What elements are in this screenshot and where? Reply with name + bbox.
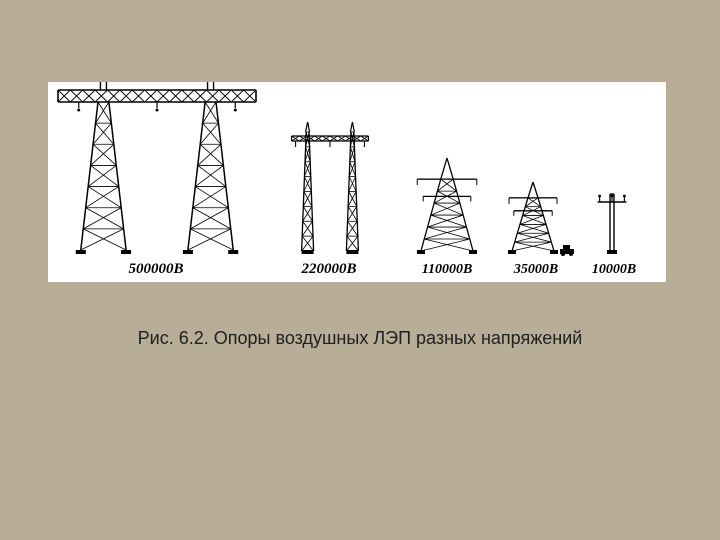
voltage-labels: 500000B 220000B 110000B 35000B 10000B: [48, 256, 666, 278]
voltage-label-220kv: 220000B: [301, 261, 356, 278]
figure-caption: Рис. 6.2. Опоры воздушных ЛЭП разных нап…: [0, 326, 720, 350]
figure-panel: 500000B 220000B 110000B 35000B 10000B: [48, 82, 666, 282]
voltage-label-10kv: 10000B: [592, 262, 636, 278]
voltage-label-35kv: 35000B: [514, 262, 558, 278]
voltage-label-110kv: 110000B: [422, 262, 473, 278]
voltage-label-500kv: 500000B: [128, 261, 183, 278]
towers-diagram: [48, 82, 666, 258]
